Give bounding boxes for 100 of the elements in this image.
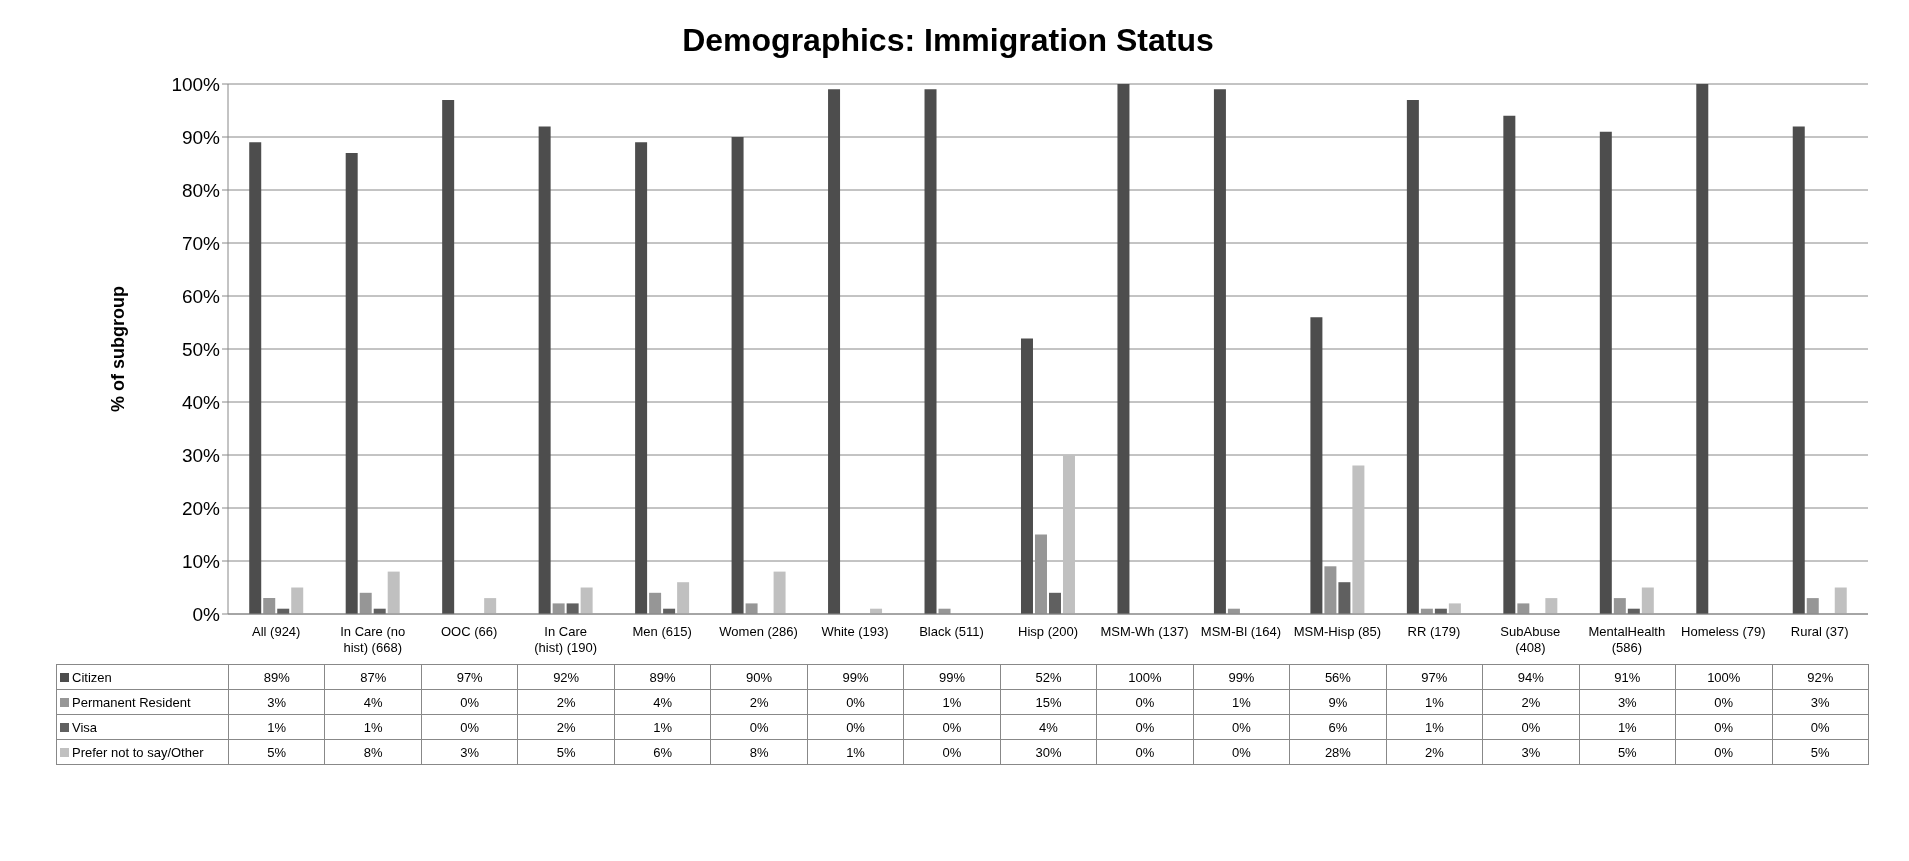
bar xyxy=(1406,99,1419,614)
y-tick-label: 30% xyxy=(181,444,221,466)
bar xyxy=(1117,84,1130,614)
data-label: 0% xyxy=(710,714,808,740)
bar xyxy=(1062,455,1075,614)
data-label: 28% xyxy=(1289,739,1387,765)
chart-title: Demographics: Immigration Status xyxy=(681,21,1215,60)
data-label: 1% xyxy=(1386,714,1483,740)
bar xyxy=(828,89,841,614)
data-label: 0% xyxy=(1096,739,1194,765)
data-label: 6% xyxy=(614,739,711,765)
data-label: 3% xyxy=(1579,689,1676,715)
data-label: 97% xyxy=(1386,664,1483,690)
legend-label: Visa xyxy=(56,714,229,740)
data-label: 3% xyxy=(1482,739,1580,765)
data-label: 4% xyxy=(324,689,422,715)
bar xyxy=(359,592,372,614)
data-label: 3% xyxy=(228,689,325,715)
data-label: 0% xyxy=(1482,714,1580,740)
bar xyxy=(1048,592,1061,614)
data-label: 5% xyxy=(1579,739,1676,765)
data-label: 0% xyxy=(1096,689,1194,715)
data-label: 2% xyxy=(1386,739,1483,765)
bar xyxy=(677,582,690,614)
data-label: 1% xyxy=(324,714,422,740)
data-label: 90% xyxy=(710,664,808,690)
y-tick-label: 40% xyxy=(181,391,221,413)
bar xyxy=(580,587,593,614)
y-tick-label: 0% xyxy=(192,603,221,625)
data-label: 2% xyxy=(710,689,808,715)
data-label: 0% xyxy=(903,739,1001,765)
y-axis-title: % of subgroup xyxy=(108,286,129,412)
x-tick-label: In Care (no hist) (668) xyxy=(340,624,406,655)
bar xyxy=(773,571,786,614)
bar xyxy=(538,126,551,614)
data-label: 0% xyxy=(421,689,518,715)
data-label: 1% xyxy=(614,714,711,740)
data-label: 2% xyxy=(517,689,615,715)
data-label: 4% xyxy=(1000,714,1097,740)
data-label: 0% xyxy=(1096,714,1194,740)
bar xyxy=(649,592,662,614)
data-label: 5% xyxy=(517,739,615,765)
data-label: 56% xyxy=(1289,664,1387,690)
bar xyxy=(1034,534,1047,614)
bar xyxy=(552,603,565,614)
data-label: 97% xyxy=(421,664,518,690)
bar xyxy=(1310,317,1323,614)
bar xyxy=(1696,84,1709,614)
data-label: 0% xyxy=(1675,714,1772,740)
data-label: 30% xyxy=(1000,739,1097,765)
x-tick-label: Women (286) xyxy=(719,624,798,639)
bar xyxy=(1792,126,1805,614)
x-tick-label: All (924) xyxy=(252,624,301,639)
data-label: 1% xyxy=(228,714,325,740)
data-label: 5% xyxy=(1772,739,1869,765)
data-label: 99% xyxy=(1193,664,1290,690)
y-tick-label: 100% xyxy=(171,73,221,95)
data-label: 0% xyxy=(1193,739,1290,765)
bar xyxy=(635,142,648,614)
data-label: 8% xyxy=(710,739,808,765)
x-tick-label: Black (511) xyxy=(919,624,984,639)
data-label: 0% xyxy=(1675,739,1772,765)
data-label: 0% xyxy=(903,714,1001,740)
bar xyxy=(1599,131,1612,614)
legend-label: Prefer not to say/Other xyxy=(56,739,229,765)
bar xyxy=(1641,587,1654,614)
bar xyxy=(1352,465,1365,614)
bar xyxy=(249,142,262,614)
data-label: 15% xyxy=(1000,689,1097,715)
x-tick-label: MentalHealth (586) xyxy=(1588,624,1666,655)
data-label: 0% xyxy=(807,714,904,740)
x-tick-label: OOC (66) xyxy=(441,624,498,639)
y-tick-label: 20% xyxy=(181,497,221,519)
x-tick-label: SubAbuse (408) xyxy=(1500,624,1561,655)
data-label: 100% xyxy=(1096,664,1194,690)
data-label: 9% xyxy=(1289,689,1387,715)
bar xyxy=(924,89,937,614)
y-tick-label: 70% xyxy=(181,232,221,254)
x-tick-label: Hisp (200) xyxy=(1018,624,1078,639)
data-label: 0% xyxy=(1772,714,1869,740)
x-tick-label: Rural (37) xyxy=(1790,624,1849,639)
bar xyxy=(1338,582,1351,614)
bar xyxy=(745,603,758,614)
x-tick-label: Homeless (79) xyxy=(1681,624,1766,639)
bar xyxy=(345,152,358,614)
y-tick-label: 10% xyxy=(181,550,221,572)
data-label: 1% xyxy=(1193,689,1290,715)
data-label: 2% xyxy=(517,714,615,740)
bar xyxy=(731,137,744,614)
x-tick-label: In Care (hist) (190) xyxy=(534,624,598,655)
bar xyxy=(1806,598,1819,614)
data-label: 0% xyxy=(1675,689,1772,715)
bar xyxy=(1448,603,1461,614)
data-label: 0% xyxy=(1193,714,1290,740)
data-label: 3% xyxy=(421,739,518,765)
y-tick-label: 90% xyxy=(181,126,221,148)
bar xyxy=(566,603,579,614)
data-label: 2% xyxy=(1482,689,1580,715)
bar xyxy=(1503,115,1516,614)
data-label: 87% xyxy=(324,664,422,690)
